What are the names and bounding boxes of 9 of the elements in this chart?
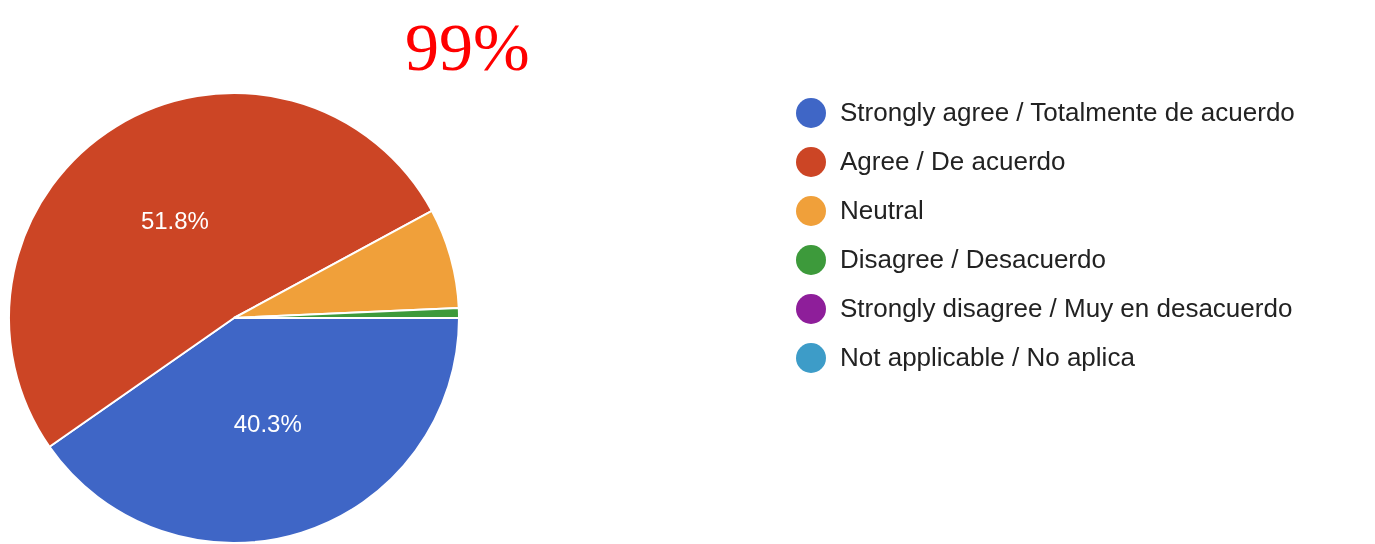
legend-label: Strongly disagree / Muy en desacuerdo bbox=[840, 293, 1293, 324]
legend-label: Neutral bbox=[840, 195, 924, 226]
legend-label: Agree / De acuerdo bbox=[840, 146, 1066, 177]
data-label: 40.3% bbox=[233, 409, 302, 437]
text: 99% bbox=[405, 8, 530, 87]
legend-label: Strongly agree / Totalmente de acuerdo bbox=[840, 97, 1295, 128]
legend-label: Disagree / Desacuerdo bbox=[840, 244, 1106, 275]
data-label: 51.8% bbox=[140, 206, 209, 234]
legend-label: Not applicable / No aplica bbox=[840, 342, 1135, 373]
